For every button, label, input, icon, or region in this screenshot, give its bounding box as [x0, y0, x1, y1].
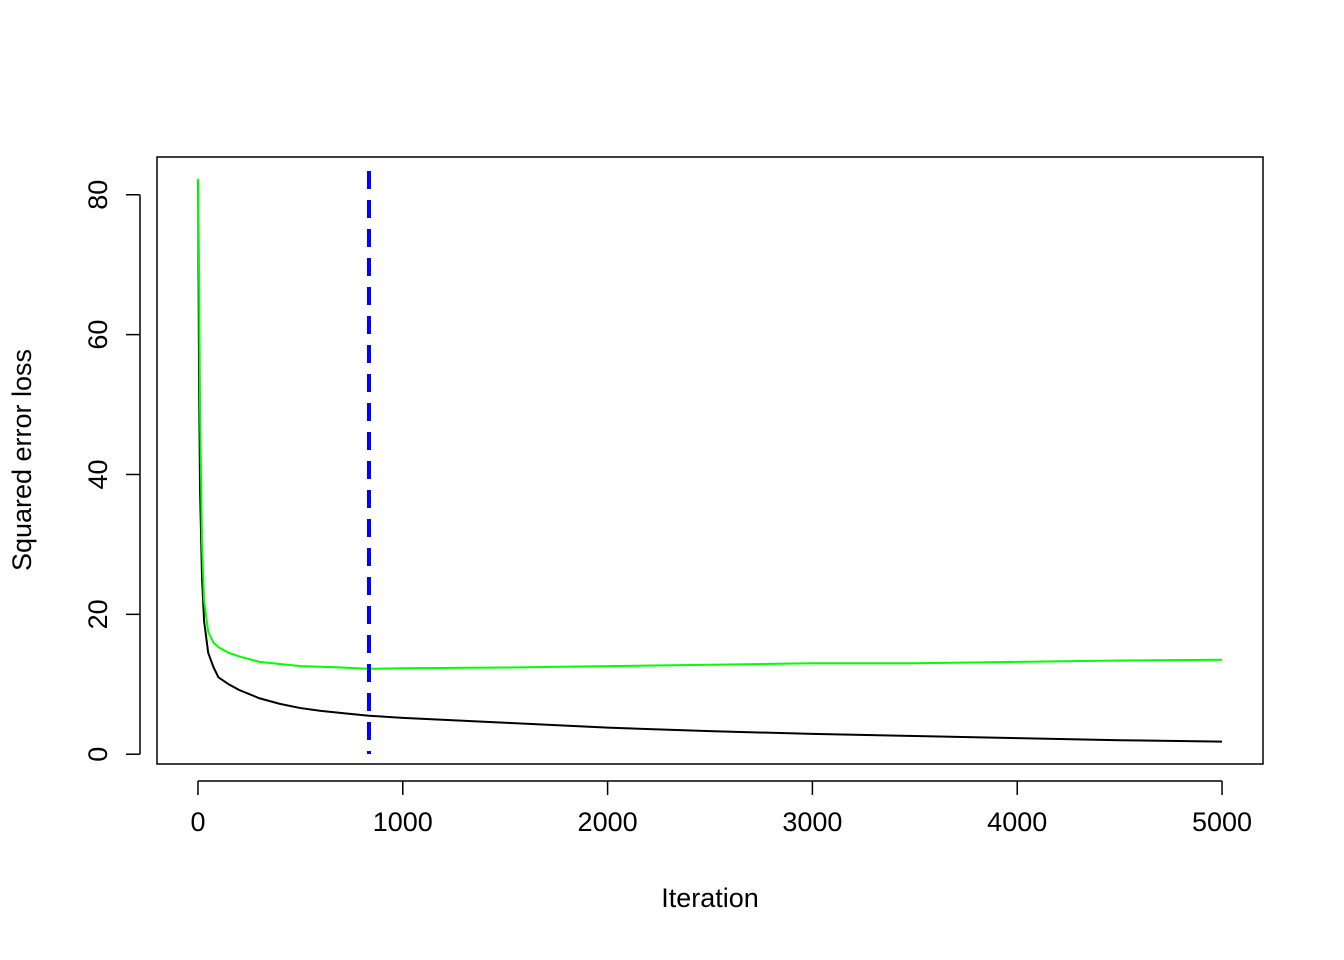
x-tick-label: 4000 — [987, 807, 1047, 837]
x-tick-label: 1000 — [373, 807, 433, 837]
x-tick-label: 0 — [190, 807, 205, 837]
y-tick-label: 0 — [83, 747, 113, 762]
x-axis-title: Iteration — [661, 883, 759, 913]
x-tick-label: 3000 — [782, 807, 842, 837]
x-tick-label: 5000 — [1192, 807, 1252, 837]
y-tick-label: 60 — [83, 320, 113, 350]
y-tick-label: 40 — [83, 459, 113, 489]
loss-line — [197, 180, 1223, 743]
y-tick-label: 20 — [83, 599, 113, 629]
x-tick-label: 2000 — [578, 807, 638, 837]
plot-box — [156, 156, 1264, 765]
loss-line — [197, 178, 1223, 670]
y-tick-label: 80 — [83, 180, 113, 210]
y-axis-title: Squared error loss — [7, 349, 37, 571]
